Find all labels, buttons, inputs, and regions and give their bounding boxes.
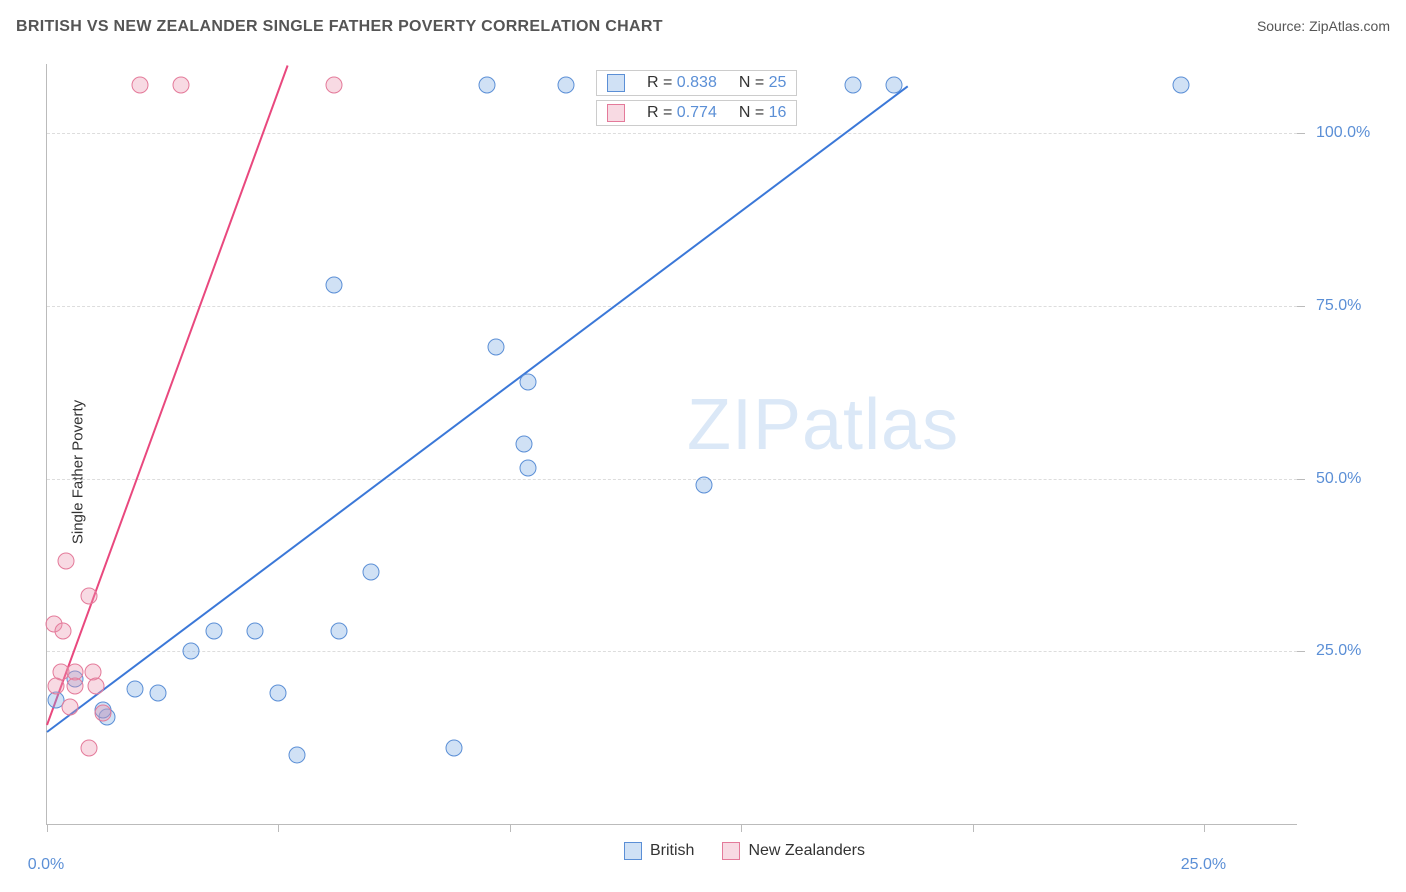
y-tick bbox=[1297, 651, 1305, 652]
source-attribution: Source: ZipAtlas.com bbox=[1257, 18, 1390, 34]
y-tick-label: 75.0% bbox=[1316, 297, 1361, 315]
data-point bbox=[446, 740, 463, 757]
data-point bbox=[182, 643, 199, 660]
x-tick bbox=[510, 824, 511, 832]
data-point bbox=[488, 339, 505, 356]
chart-title: BRITISH VS NEW ZEALANDER SINGLE FATHER P… bbox=[16, 18, 663, 36]
correlation-stat-box: R = 0.838 N = 25 bbox=[596, 70, 797, 96]
data-point bbox=[66, 677, 83, 694]
legend-swatch-icon bbox=[624, 842, 642, 860]
data-point bbox=[270, 684, 287, 701]
data-point bbox=[80, 588, 97, 605]
legend-label: New Zealanders bbox=[748, 842, 865, 860]
gridline bbox=[47, 133, 1297, 134]
data-point bbox=[363, 563, 380, 580]
y-tick-label: 50.0% bbox=[1316, 470, 1361, 488]
legend-swatch-icon bbox=[722, 842, 740, 860]
data-point bbox=[515, 436, 532, 453]
data-point bbox=[150, 684, 167, 701]
regression-line bbox=[46, 85, 908, 733]
data-point bbox=[247, 622, 264, 639]
correlation-stat-box: R = 0.774 N = 16 bbox=[596, 100, 797, 126]
data-point bbox=[330, 622, 347, 639]
chart-header: BRITISH VS NEW ZEALANDER SINGLE FATHER P… bbox=[16, 18, 1390, 36]
source-link[interactable]: ZipAtlas.com bbox=[1309, 18, 1390, 34]
data-point bbox=[520, 373, 537, 390]
y-tick-label: 100.0% bbox=[1316, 124, 1370, 142]
data-point bbox=[205, 622, 222, 639]
legend-label: British bbox=[650, 842, 694, 860]
data-point bbox=[696, 477, 713, 494]
x-tick bbox=[741, 824, 742, 832]
data-point bbox=[844, 76, 861, 93]
data-point bbox=[94, 705, 111, 722]
source-prefix: Source: bbox=[1257, 18, 1309, 34]
stat-n-label: N = 25 bbox=[739, 74, 787, 92]
stat-n-label: N = 16 bbox=[739, 104, 787, 122]
legend-item: New Zealanders bbox=[722, 842, 865, 860]
plot-region: ZIPatlas bbox=[46, 64, 1297, 825]
data-point bbox=[1173, 76, 1190, 93]
data-point bbox=[126, 681, 143, 698]
y-tick bbox=[1297, 133, 1305, 134]
gridline bbox=[47, 306, 1297, 307]
data-point bbox=[62, 698, 79, 715]
chart-area: Single Father Poverty ZIPatlas 25.0%50.0… bbox=[0, 52, 1406, 892]
data-point bbox=[131, 76, 148, 93]
data-point bbox=[48, 677, 65, 694]
data-point bbox=[57, 553, 74, 570]
y-tick bbox=[1297, 306, 1305, 307]
y-tick bbox=[1297, 479, 1305, 480]
data-point bbox=[557, 76, 574, 93]
x-tick bbox=[278, 824, 279, 832]
watermark-light: atlas bbox=[802, 385, 959, 465]
data-point bbox=[520, 460, 537, 477]
data-point bbox=[289, 746, 306, 763]
stat-r-label: R = 0.838 bbox=[647, 74, 717, 92]
series-legend: British New Zealanders bbox=[624, 842, 865, 860]
legend-item: British bbox=[624, 842, 694, 860]
watermark-bold: ZIP bbox=[687, 385, 802, 465]
watermark: ZIPatlas bbox=[687, 384, 959, 466]
data-point bbox=[326, 76, 343, 93]
data-point bbox=[80, 740, 97, 757]
y-tick-label: 25.0% bbox=[1316, 642, 1361, 660]
gridline bbox=[47, 479, 1297, 480]
x-tick bbox=[973, 824, 974, 832]
stat-r-label: R = 0.774 bbox=[647, 104, 717, 122]
series-swatch-icon bbox=[607, 104, 625, 122]
data-point bbox=[55, 622, 72, 639]
x-tick bbox=[1204, 824, 1205, 832]
x-tick bbox=[47, 824, 48, 832]
data-point bbox=[87, 677, 104, 694]
series-swatch-icon bbox=[607, 74, 625, 92]
data-point bbox=[478, 76, 495, 93]
data-point bbox=[326, 277, 343, 294]
x-tick-label: 25.0% bbox=[1181, 856, 1226, 874]
data-point bbox=[173, 76, 190, 93]
data-point bbox=[886, 76, 903, 93]
x-tick-label: 0.0% bbox=[28, 856, 64, 874]
gridline bbox=[47, 651, 1297, 652]
